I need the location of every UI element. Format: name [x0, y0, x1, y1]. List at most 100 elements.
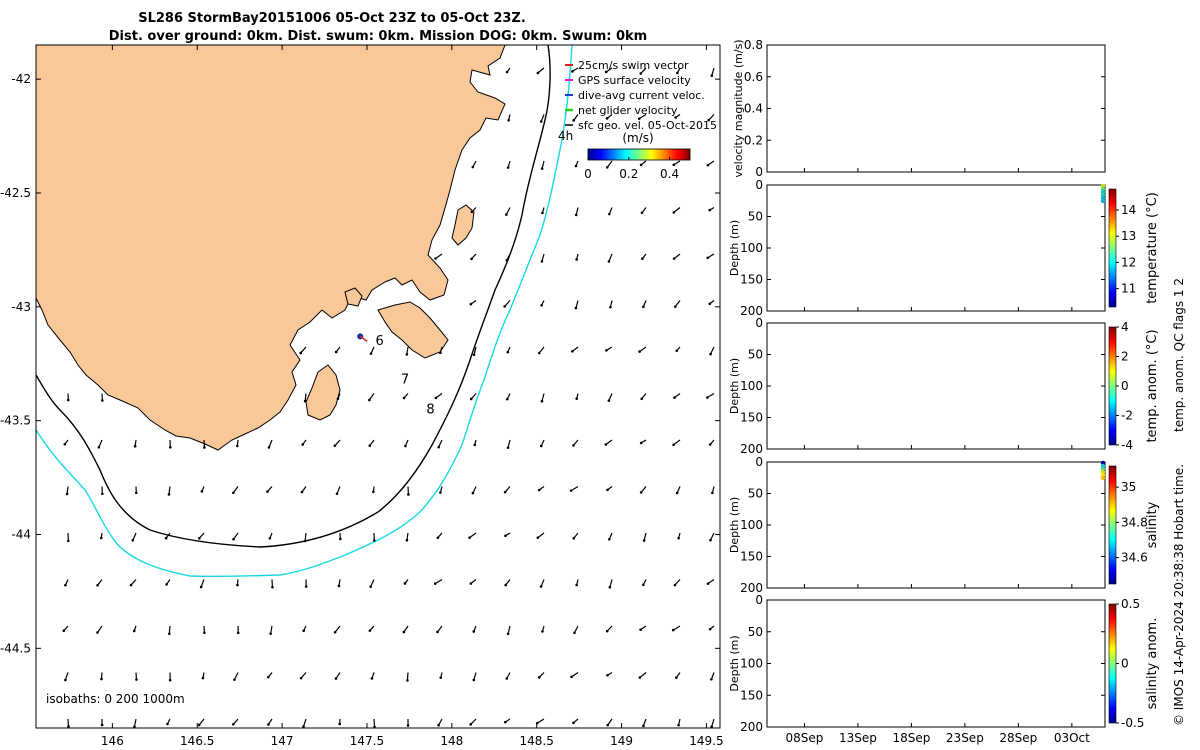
velocity-arrow-head	[572, 119, 575, 122]
panel-frame-temperature	[766, 184, 1106, 312]
velocity-arrow-head	[540, 303, 543, 307]
velocity-arrow-head	[642, 539, 646, 542]
velocity-arrow-head	[301, 443, 304, 446]
velocity-arrow-head	[609, 305, 612, 309]
map-x-tick-label: 147.5	[350, 734, 384, 748]
map-x-ticks: 146 146.5 147 147.5 148 148.5 149 149.5	[101, 45, 724, 748]
velocity-arrow-head	[433, 582, 437, 585]
panel-y-tick-label: 150	[740, 273, 763, 287]
panel-y-tick-label: 0.4	[744, 102, 763, 116]
small-island	[344, 287, 363, 307]
velocity-arrow-head	[505, 677, 509, 680]
velocity-arrow-head	[471, 165, 475, 169]
panel-colorbar-tick-label: 4	[1121, 320, 1129, 334]
velocity-arrow-head	[96, 631, 99, 634]
velocity-arrow-head	[266, 490, 269, 493]
map-colorbar	[587, 148, 691, 161]
velocity-arrow-head	[131, 538, 135, 542]
velocity-arrow-head	[706, 396, 709, 399]
panel-y-tick-label: 0	[755, 316, 763, 330]
velocity-arrow	[710, 346, 715, 355]
velocity-arrow	[96, 625, 103, 633]
panel-colorbar-tick-label: 0.5	[1121, 597, 1140, 611]
panel-y-tick-label: 0.6	[744, 70, 763, 84]
velocity-arrow-head	[707, 118, 710, 122]
velocity-arrow-head	[677, 536, 680, 540]
velocity-arrow-head	[503, 720, 507, 724]
velocity-arrow-head	[337, 584, 341, 588]
map-colorbar-label: (m/s)	[622, 131, 653, 145]
velocity-arrow-head	[434, 257, 437, 260]
velocity-arrow-head	[101, 492, 104, 496]
velocity-arrow-head	[673, 583, 677, 587]
velocity-arrow-head	[368, 398, 371, 402]
velocity-arrow-head	[267, 446, 271, 449]
panel-salinity_anom: 0 50 100 150 200 Depth (m) -0.5 0 0.5 salinity an…	[728, 593, 1160, 734]
velocity-arrow-head	[405, 538, 409, 542]
velocity-arrow	[537, 67, 545, 74]
velocity-arrow-head	[469, 302, 473, 306]
velocity-arrow	[505, 207, 511, 215]
panel-y-tick-label: 200	[740, 720, 763, 734]
velocity-arrow-head	[675, 676, 678, 679]
velocity-arrow-head	[236, 631, 240, 635]
time-tick-label: 13Sep	[839, 731, 877, 745]
velocity-arrow-head	[232, 491, 235, 495]
velocity-arrow	[64, 672, 69, 681]
velocity-arrow-head	[505, 258, 509, 262]
velocity-arrow	[504, 300, 511, 307]
velocity-arrow-head	[605, 166, 609, 169]
velocity-arrow-head	[541, 630, 544, 633]
surface-velocity-field	[62, 67, 715, 728]
panel-colorbar-tick-label: 0	[1121, 657, 1129, 671]
velocity-arrow-head	[236, 583, 239, 587]
velocity-arrow-head	[539, 585, 543, 588]
panel-y-label: Depth (m)	[728, 635, 741, 691]
glider-velocity-vector	[359, 335, 368, 343]
velocity-arrow	[639, 672, 647, 679]
velocity-arrow-head	[507, 118, 510, 122]
panel-colorbar	[1108, 465, 1117, 585]
velocity-arrow-head	[100, 677, 103, 681]
velocity-arrow-head	[339, 537, 342, 541]
velocity-arrow	[132, 532, 137, 541]
velocity-arrow-head	[268, 536, 272, 540]
velocity-arrow-head	[637, 117, 641, 120]
velocity-arrow-head	[266, 675, 270, 679]
velocity-arrow-head	[269, 632, 272, 635]
velocity-arrow	[507, 439, 511, 448]
velocity-arrow-head	[407, 493, 410, 496]
velocity-arrow-head	[541, 211, 544, 215]
panel-y-tick-label: 50	[748, 625, 763, 639]
panel-frame-salinity	[766, 461, 1106, 589]
velocity-arrow-head	[640, 211, 644, 215]
velocity-arrow-head	[709, 538, 712, 542]
time-tick-label: 18Sep	[892, 731, 930, 745]
velocity-arrow-head	[639, 163, 643, 167]
velocity-arrow-head	[605, 117, 609, 120]
velocity-arrow-head	[574, 213, 578, 217]
velocity-arrow-head	[708, 208, 712, 212]
velocity-arrow-head	[97, 445, 101, 449]
velocity-arrow	[373, 718, 376, 727]
hour-label: 4h	[558, 129, 573, 143]
velocity-arrow-head	[232, 537, 235, 541]
velocity-arrow-head	[300, 490, 304, 494]
velocity-arrow	[672, 625, 681, 631]
velocity-arrow-head	[166, 722, 169, 726]
velocity-arrow-head	[299, 676, 303, 680]
map-y-tick-label: -43	[11, 300, 31, 314]
velocity-arrow-head	[437, 445, 440, 449]
velocity-arrow	[673, 439, 681, 446]
velocity-arrow-head	[370, 677, 374, 680]
velocity-arrow-head	[436, 536, 440, 540]
velocity-arrow-head	[604, 70, 608, 74]
velocity-arrow-head	[608, 537, 611, 541]
panel-frame-velocity	[766, 44, 1106, 173]
velocity-arrow-head	[302, 629, 305, 633]
velocity-arrow-head	[606, 488, 609, 492]
velocity-arrow-head	[606, 723, 609, 727]
velocity-arrow-head	[571, 349, 574, 353]
